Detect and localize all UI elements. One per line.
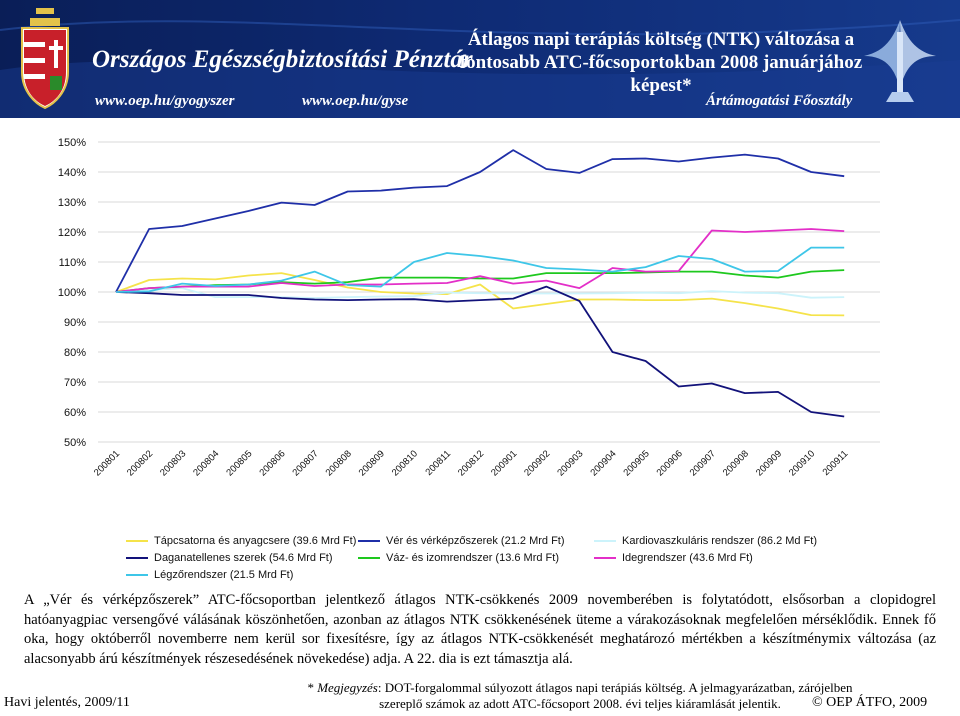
series-line: [115, 228, 845, 293]
legend-swatch: [126, 540, 148, 542]
legend-swatch: [126, 574, 148, 576]
legend-item-vaz: Váz- és izomrendszer (13.6 Mrd Ft): [358, 550, 559, 566]
legend-item-kardiovaszkularis: Kardiovaszkuláris rendszer (86.2 Md Ft): [594, 533, 817, 549]
x-tick-label: 200811: [423, 448, 453, 478]
footnote-label: Megjegyzés: [317, 680, 378, 695]
chart-gridlines: [98, 141, 880, 443]
y-tick-label: 60%: [64, 407, 86, 419]
x-tick-label: 200801: [92, 448, 122, 478]
legend-label: Daganatellenes szerek (54.6 Mrd Ft): [154, 552, 333, 564]
legend-label: Vér és vérképzőszerek (21.2 Mrd Ft): [386, 535, 565, 547]
chart-legend: Tápcsatorna és anyagcsere (39.6 Mrd Ft) …: [126, 533, 846, 583]
header-banner: Országos Egészségbiztosítási Pénztár www…: [0, 0, 960, 118]
legend-swatch: [126, 557, 148, 559]
x-tick-label: 200809: [357, 448, 387, 478]
organization-name: Országos Egészségbiztosítási Pénztár: [92, 46, 473, 73]
series-line: [115, 285, 845, 418]
x-tick-label: 200909: [754, 448, 784, 478]
footnote-star: *: [307, 680, 318, 695]
y-tick-label: 130%: [58, 197, 86, 209]
y-tick-label: 120%: [58, 227, 86, 239]
x-tick-label: 200902: [522, 448, 552, 478]
legend-label: Tápcsatorna és anyagcsere (39.6 Mrd Ft): [154, 535, 357, 547]
x-tick-label: 200911: [821, 448, 851, 478]
legend-item-daganatellenes: Daganatellenes szerek (54.6 Mrd Ft): [126, 550, 333, 566]
x-tick-label: 200901: [489, 448, 519, 478]
footnote: * Megjegyzés: DOT-forgalommal súlyozott …: [300, 680, 860, 712]
series-line: [115, 149, 845, 293]
series-line: [115, 269, 845, 293]
x-tick-label: 200805: [224, 448, 254, 478]
legend-swatch: [358, 557, 380, 559]
legend-label: Váz- és izomrendszer (13.6 Mrd Ft): [386, 552, 559, 564]
y-axis: 50% 60% 70% 80% 90% 100% 110% 120% 130% 140% 150%: [58, 137, 86, 449]
oep-logo-icon: [864, 20, 936, 102]
legend-item-legzorendszer: Légzőrendszer (21.5 Mrd Ft): [126, 567, 293, 583]
commentary-paragraph: A „Vér és vérképzőszerek” ATC-főcsoportb…: [24, 592, 936, 667]
coat-of-arms-icon: [21, 8, 69, 110]
legend-label: Idegrendszer (43.6 Mrd Ft): [622, 552, 753, 564]
x-tick-label: 200804: [191, 448, 221, 478]
banner-wave-decoration: [0, 19, 960, 118]
line-chart: 50%60%70%80%90%100%110%120%130%140%150% …: [58, 137, 880, 479]
y-tick-label: 90%: [64, 317, 86, 329]
legend-label: Légzőrendszer (21.5 Mrd Ft): [154, 569, 294, 581]
url-link-gyogyszer[interactable]: www.oep.hu/gyogyszer: [95, 93, 235, 109]
x-tick-label: 200910: [787, 448, 817, 478]
y-tick-label: 150%: [58, 137, 86, 149]
x-tick-label: 200904: [588, 448, 618, 478]
series-line: [115, 246, 845, 293]
x-axis: 200801 200802 200803 200804 200805 200806 2008…: [92, 448, 850, 478]
copyright: © OEP ÁTFO, 2009: [812, 695, 928, 710]
legend-item-ver: Vér és vérképzőszerek (21.2 Mrd Ft): [358, 533, 565, 549]
footnote-text: : DOT-forgalommal súlyozott átlagos napi…: [377, 680, 853, 711]
x-tick-label: 200802: [125, 448, 155, 478]
x-tick-label: 200905: [622, 448, 652, 478]
legend-swatch: [594, 557, 616, 559]
x-tick-label: 200810: [390, 448, 420, 478]
x-tick-label: 200808: [324, 448, 354, 478]
slide-title: Átlagos napi terápiás költség (NTK) vált…: [459, 29, 863, 96]
legend-swatch: [594, 540, 616, 542]
legend-item-tapcsatorna: Tápcsatorna és anyagcsere (39.6 Mrd Ft): [126, 533, 356, 549]
legend-swatch: [358, 540, 380, 542]
department-name: Ártámogatási Főosztály: [706, 93, 853, 109]
legend-item-idegrendszer: Idegrendszer (43.6 Mrd Ft): [594, 550, 753, 566]
x-tick-label: 200812: [456, 448, 486, 478]
y-tick-label: 140%: [58, 167, 86, 179]
x-tick-label: 200806: [257, 448, 287, 478]
series-line: [115, 287, 845, 299]
chart-series: [115, 149, 845, 418]
y-tick-label: 110%: [59, 257, 87, 269]
y-tick-label: 80%: [64, 347, 86, 359]
x-tick-label: 200903: [555, 448, 585, 478]
legend-label: Kardiovaszkuláris rendszer (86.2 Md Ft): [622, 535, 818, 547]
x-tick-label: 200907: [688, 448, 718, 478]
report-label: Havi jelentés, 2009/11: [4, 695, 130, 710]
url-link-gyse[interactable]: www.oep.hu/gyse: [302, 93, 409, 109]
x-tick-label: 200807: [291, 448, 321, 478]
x-tick-label: 200908: [721, 448, 751, 478]
series-line: [115, 272, 845, 317]
y-tick-label: 100%: [58, 287, 86, 299]
y-tick-label: 70%: [64, 377, 86, 389]
x-tick-label: 200906: [655, 448, 685, 478]
x-tick-label: 200803: [158, 448, 188, 478]
y-tick-label: 50%: [64, 437, 86, 449]
